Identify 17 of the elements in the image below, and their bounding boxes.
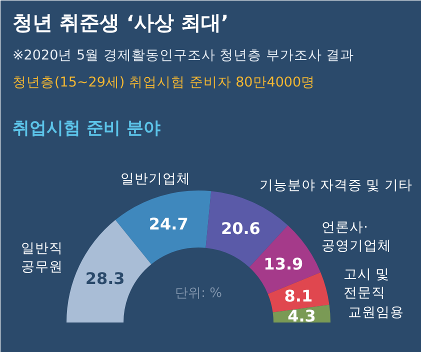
text: 취업시험 준비 분야 [12, 118, 160, 138]
slice-label: 일반직 공무원 [21, 240, 64, 276]
slice-label: 교원임용 [348, 304, 404, 320]
slice-label: 언론사· 공영기업체 [322, 220, 392, 254]
data-label: 8.1 [284, 286, 313, 306]
data-label: 24.7 [148, 214, 188, 234]
slice-label: 일반기업체 [120, 170, 190, 187]
data-label: 13.9 [264, 254, 304, 274]
text: 단위: % [175, 286, 222, 301]
chart-title: 청년 취준생 ‘사상 최대’ [12, 10, 229, 34]
text: 청년층(15~29세) 취업시험 준비자 80만4000명 [12, 74, 316, 90]
data-label: 28.3 [85, 268, 125, 288]
slice-label: 기능분야 자격증 및 기타 [260, 178, 413, 194]
slice-label: 고시 및 전문직 [343, 266, 390, 301]
data-label: 4.3 [288, 306, 316, 326]
chart-subtitle: ※2020년 5월 경제활동인구조사 청년층 부가조사 결과 [12, 48, 354, 64]
data-label: 20.6 [220, 218, 260, 238]
